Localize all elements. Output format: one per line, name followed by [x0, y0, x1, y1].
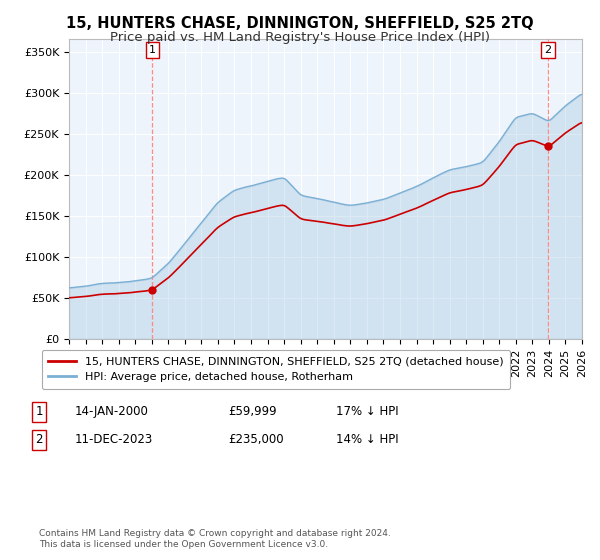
Text: 11-DEC-2023: 11-DEC-2023: [75, 433, 153, 446]
Text: 2: 2: [544, 45, 551, 55]
Text: 14% ↓ HPI: 14% ↓ HPI: [336, 433, 398, 446]
Text: Price paid vs. HM Land Registry's House Price Index (HPI): Price paid vs. HM Land Registry's House …: [110, 31, 490, 44]
Text: 2: 2: [35, 433, 43, 446]
Text: £59,999: £59,999: [228, 405, 277, 418]
Text: 1: 1: [149, 45, 156, 55]
Text: 1: 1: [35, 405, 43, 418]
Text: 15, HUNTERS CHASE, DINNINGTON, SHEFFIELD, S25 2TQ: 15, HUNTERS CHASE, DINNINGTON, SHEFFIELD…: [66, 16, 534, 31]
Text: 17% ↓ HPI: 17% ↓ HPI: [336, 405, 398, 418]
Text: £235,000: £235,000: [228, 433, 284, 446]
Text: Contains HM Land Registry data © Crown copyright and database right 2024.
This d: Contains HM Land Registry data © Crown c…: [39, 529, 391, 549]
Legend: 15, HUNTERS CHASE, DINNINGTON, SHEFFIELD, S25 2TQ (detached house), HPI: Average: 15, HUNTERS CHASE, DINNINGTON, SHEFFIELD…: [41, 350, 510, 389]
Text: 14-JAN-2000: 14-JAN-2000: [75, 405, 149, 418]
